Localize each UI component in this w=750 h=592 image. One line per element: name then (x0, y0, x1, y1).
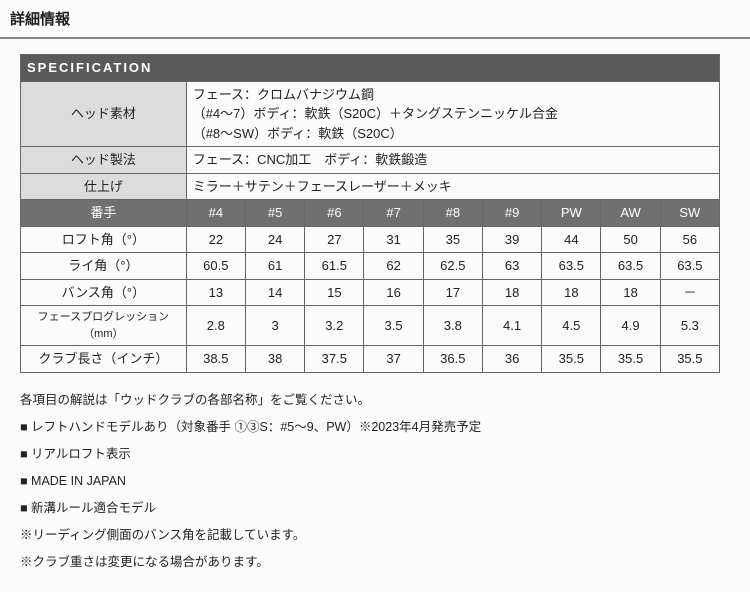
spec-row-label: ライ角（°） (21, 253, 187, 280)
spec-table: SPECIFICATION ヘッド素材フェース：クロムバナジウム鋼 （#4～7）… (20, 54, 720, 373)
spec-cell: 39 (482, 226, 541, 253)
spec-cell: 17 (423, 279, 482, 306)
spec-cell: 63.5 (601, 253, 660, 280)
spec-cell: 63.5 (542, 253, 601, 280)
spec-cell: 15 (305, 279, 364, 306)
spec-cell: 18 (482, 279, 541, 306)
spec-cell: － (660, 279, 719, 306)
note-asterisk: リーディング側面のバンス角を記載しています。 (20, 523, 730, 548)
notes-section: 各項目の解説は「ウッドクラブの各部名称」をご覧ください。 レフトハンドモデルあり… (0, 373, 750, 592)
spec-label: ヘッド素材 (21, 81, 187, 147)
spec-cell: 3.8 (423, 306, 482, 346)
spec-cell: 36 (482, 346, 541, 373)
spec-cell: 35.5 (601, 346, 660, 373)
note-bullet: 新溝ルール適合モデル (20, 496, 730, 521)
club-column-header: #4 (186, 200, 245, 227)
spec-cell: 4.1 (482, 306, 541, 346)
spec-cell: 18 (542, 279, 601, 306)
page-title: 詳細情報 (0, 0, 750, 39)
club-column-header: PW (542, 200, 601, 227)
note-bullet: レフトハンドモデルあり（対象番手 ①③S：#5～9、PW）※2023年4月発売予… (20, 415, 730, 440)
spec-cell: 16 (364, 279, 423, 306)
spec-value: ミラー＋サテン＋フェースレーザー＋メッキ (186, 173, 719, 200)
spec-cell: 35 (423, 226, 482, 253)
note-asterisk: クラブ重さは変更になる場合があります。 (20, 550, 730, 575)
spec-cell: 50 (601, 226, 660, 253)
spec-cell: 3.5 (364, 306, 423, 346)
spec-cell: 36.5 (423, 346, 482, 373)
spec-row-label: バンス角（°） (21, 279, 187, 306)
spec-cell: 31 (364, 226, 423, 253)
spec-cell: 22 (186, 226, 245, 253)
club-column-header: SW (660, 200, 719, 227)
spec-cell: 18 (601, 279, 660, 306)
spec-cell: 4.5 (542, 306, 601, 346)
spec-cell: 38 (245, 346, 304, 373)
spec-cell: 24 (245, 226, 304, 253)
spec-cell: 61.5 (305, 253, 364, 280)
spec-cell: 13 (186, 279, 245, 306)
spec-row-label: クラブ長さ（インチ） (21, 346, 187, 373)
spec-content: SPECIFICATION ヘッド素材フェース：クロムバナジウム鋼 （#4～7）… (0, 39, 750, 373)
spec-cell: 62 (364, 253, 423, 280)
spec-cell: 3.2 (305, 306, 364, 346)
spec-label: ヘッド製法 (21, 147, 187, 174)
spec-cell: 37 (364, 346, 423, 373)
spec-value: フェース：クロムバナジウム鋼 （#4～7）ボディ：軟鉄（S20C）＋タングステン… (186, 81, 719, 147)
spec-cell: 2.8 (186, 306, 245, 346)
spec-cell: 60.5 (186, 253, 245, 280)
spec-row-label: ロフト角（°） (21, 226, 187, 253)
spec-label: 仕上げ (21, 173, 187, 200)
spec-cell: 4.9 (601, 306, 660, 346)
note-bullet: リアルロフト表示 (20, 442, 730, 467)
spec-cell: 44 (542, 226, 601, 253)
club-column-header: AW (601, 200, 660, 227)
spec-cell: 63.5 (660, 253, 719, 280)
spec-cell: 37.5 (305, 346, 364, 373)
spec-cell: 63 (482, 253, 541, 280)
spec-cell: 61 (245, 253, 304, 280)
spec-cell: 35.5 (660, 346, 719, 373)
club-column-header: #7 (364, 200, 423, 227)
spec-cell: 5.3 (660, 306, 719, 346)
spec-header: SPECIFICATION (21, 55, 720, 82)
spec-cell: 14 (245, 279, 304, 306)
notes-intro: 各項目の解説は「ウッドクラブの各部名称」をご覧ください。 (20, 388, 730, 413)
spec-cell: 38.5 (186, 346, 245, 373)
spec-cell: 35.5 (542, 346, 601, 373)
note-bullet: MADE IN JAPAN (20, 469, 730, 494)
club-column-header: #6 (305, 200, 364, 227)
spec-cell: 56 (660, 226, 719, 253)
spec-cell: 62.5 (423, 253, 482, 280)
club-column-header: #8 (423, 200, 482, 227)
spec-row-label: フェースプログレッション（mm） (21, 306, 187, 346)
club-column-header: #9 (482, 200, 541, 227)
club-column-header: #5 (245, 200, 304, 227)
club-number-header: 番手 (21, 200, 187, 227)
spec-cell: 27 (305, 226, 364, 253)
spec-cell: 3 (245, 306, 304, 346)
spec-value: フェース：CNC加工 ボディ：軟鉄鍛造 (186, 147, 719, 174)
